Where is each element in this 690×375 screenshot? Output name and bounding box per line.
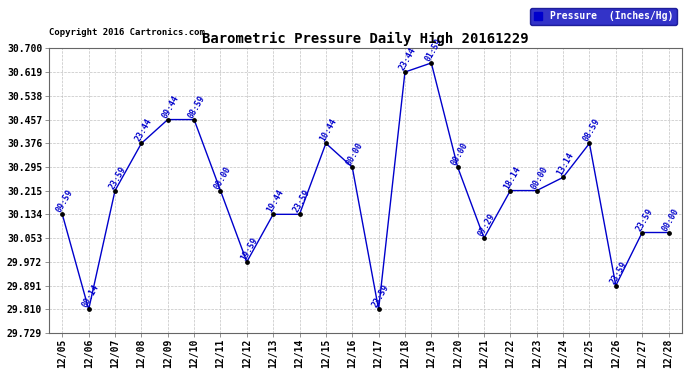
Text: 23:44: 23:44	[134, 117, 154, 143]
Point	[162, 117, 173, 123]
Text: 23:59: 23:59	[371, 283, 391, 309]
Point	[241, 259, 253, 265]
Text: 00:00: 00:00	[344, 141, 365, 167]
Point	[584, 140, 595, 146]
Text: 23:59: 23:59	[292, 188, 312, 214]
Point	[637, 230, 648, 236]
Point	[400, 69, 411, 75]
Point	[531, 188, 542, 194]
Text: 09:59: 09:59	[55, 188, 75, 214]
Point	[452, 164, 463, 170]
Text: 08:59: 08:59	[582, 117, 602, 143]
Point	[83, 306, 95, 312]
Point	[320, 140, 331, 146]
Point	[505, 188, 516, 194]
Title: Barometric Pressure Daily High 20161229: Barometric Pressure Daily High 20161229	[202, 32, 529, 46]
Text: 23:59: 23:59	[608, 260, 629, 286]
Text: 13:14: 13:14	[555, 151, 575, 177]
Text: 08:59: 08:59	[186, 93, 206, 120]
Text: 19:59: 19:59	[239, 236, 259, 262]
Point	[373, 306, 384, 312]
Point	[478, 235, 489, 241]
Point	[346, 164, 357, 170]
Text: 01:59: 01:59	[424, 37, 444, 63]
Text: Copyright 2016 Cartronics.com: Copyright 2016 Cartronics.com	[49, 28, 205, 37]
Text: 00:14: 00:14	[81, 283, 101, 309]
Point	[215, 188, 226, 194]
Text: 18:14: 18:14	[502, 164, 523, 190]
Legend: Pressure  (Inches/Hg): Pressure (Inches/Hg)	[530, 8, 677, 26]
Text: 00:00: 00:00	[213, 164, 233, 190]
Point	[188, 117, 199, 123]
Point	[610, 283, 621, 289]
Point	[663, 230, 674, 236]
Point	[558, 174, 569, 180]
Point	[426, 60, 437, 66]
Text: 23:44: 23:44	[397, 46, 417, 72]
Text: 00:00: 00:00	[450, 141, 470, 167]
Text: 23:59: 23:59	[634, 206, 655, 232]
Point	[110, 188, 121, 194]
Point	[268, 211, 279, 217]
Text: 10:44: 10:44	[318, 117, 338, 143]
Point	[57, 211, 68, 217]
Text: 00:00: 00:00	[529, 164, 549, 190]
Text: 23:59: 23:59	[107, 164, 128, 190]
Text: 19:44: 19:44	[266, 188, 286, 214]
Text: 00:00: 00:00	[661, 206, 681, 232]
Point	[136, 140, 147, 146]
Point	[294, 211, 305, 217]
Text: 07:29: 07:29	[476, 212, 497, 238]
Text: 09:44: 09:44	[160, 93, 180, 120]
